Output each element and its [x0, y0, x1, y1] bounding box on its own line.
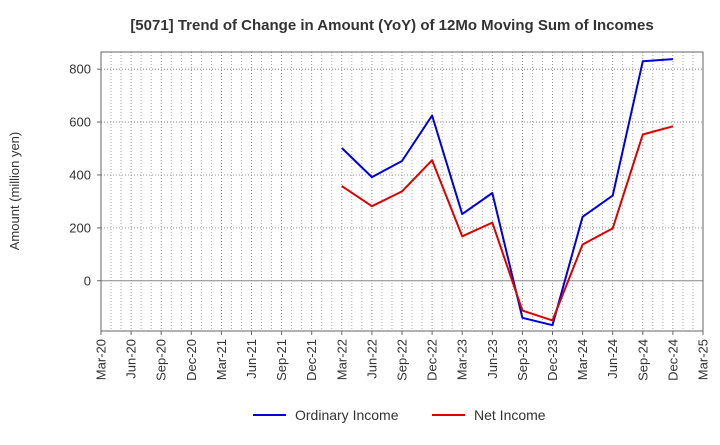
legend: Ordinary Income Net Income — [253, 407, 546, 423]
y-tick-label: 400 — [69, 167, 91, 182]
x-tick-label: Dec-21 — [304, 339, 319, 381]
x-tick-label: Jun-22 — [364, 339, 379, 379]
legend-label-net-income: Net Income — [474, 407, 546, 423]
y-tick-label: 800 — [69, 62, 91, 77]
legend-label-ordinary-income: Ordinary Income — [295, 407, 399, 423]
y-axis-label: Amount (million yen) — [7, 132, 22, 251]
grid-layer — [101, 52, 703, 331]
x-tick-label: Jun-24 — [605, 339, 620, 379]
x-tick-label: Dec-23 — [545, 339, 560, 381]
x-tick-label: Dec-20 — [184, 339, 199, 381]
x-tick-label: Sep-23 — [515, 339, 530, 381]
y-tick-label: 0 — [84, 273, 91, 288]
x-tick-label: Sep-20 — [154, 339, 169, 381]
axis-layer: 0 200 400 600 800 Mar-20 Jun-20 Sep-20 Dec-20 Mar… — [69, 51, 711, 381]
x-tick-label: Jun-20 — [124, 339, 139, 379]
x-tick-label: Mar-22 — [334, 339, 349, 380]
x-tick-label: Sep-21 — [274, 339, 289, 381]
x-tick-label: Mar-20 — [94, 339, 109, 380]
series-line-ordinary-income — [341, 58, 673, 327]
x-tick-label: Jun-21 — [244, 339, 259, 379]
x-tick-label: Dec-24 — [665, 339, 680, 381]
x-tick-label: Sep-22 — [395, 339, 410, 381]
x-tick-label: Sep-24 — [635, 339, 650, 381]
y-tick-label: 200 — [69, 220, 91, 235]
x-tick-label: Jun-23 — [485, 339, 500, 379]
x-tick-label: Mar-24 — [575, 339, 590, 380]
series-line-net-income — [341, 125, 674, 322]
x-tick-label: Mar-21 — [214, 339, 229, 380]
chart-title: [5071] Trend of Change in Amount (YoY) o… — [130, 17, 653, 34]
y-tick-label: 600 — [69, 115, 91, 130]
x-tick-label: Mar-23 — [455, 339, 470, 380]
x-tick-label: Dec-22 — [425, 339, 440, 381]
x-tick-label: Mar-25 — [696, 339, 711, 380]
series-layer — [341, 58, 674, 327]
